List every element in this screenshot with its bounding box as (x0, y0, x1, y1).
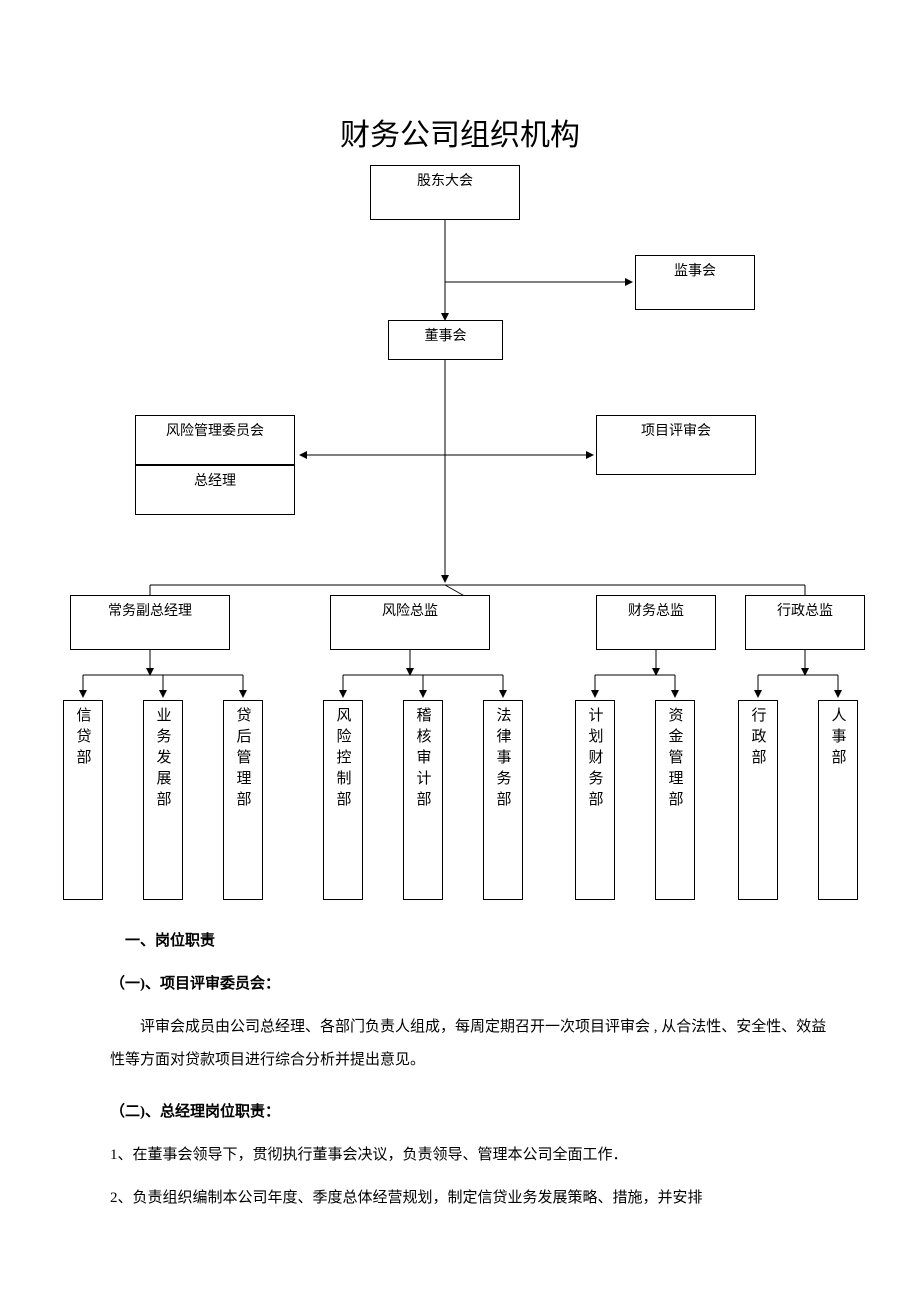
paragraph-s2-2: 2、负责组织编制本公司年度、季度总体经营规划，制定信贷业务发展策略、措施，并安排 (110, 1190, 703, 1206)
document-title: 财务公司组织机构 (0, 110, 920, 154)
node-deputy-gm: 常务副总经理 (70, 595, 230, 650)
dept-postloan: 贷后管理部 (223, 700, 263, 900)
node-finance-director: 财务总监 (596, 595, 716, 650)
dept-audit: 稽核审计部 (403, 700, 443, 900)
node-admin-director: 行政总监 (745, 595, 865, 650)
heading-section-1: （一)、项目评审委员会： (110, 968, 830, 1001)
heading-duties: 一、岗位职责 (125, 925, 830, 958)
dept-credit: 信贷部 (63, 700, 103, 900)
node-shareholders: 股东大会 (370, 165, 520, 220)
dept-planning-finance: 计划财务部 (575, 700, 615, 900)
node-risk-committee: 风险管理委员会 (135, 415, 295, 465)
node-general-manager: 总经理 (135, 465, 295, 515)
heading-section-2: （二)、总经理岗位职责： (110, 1096, 830, 1129)
node-supervisors: 监事会 (635, 255, 755, 310)
dept-admin: 行政部 (738, 700, 778, 900)
org-chart: 股东大会 监事会 董事会 风险管理委员会 项目评审会 总经理 常务副总经理 风险… (70, 165, 860, 905)
node-risk-director: 风险总监 (330, 595, 490, 650)
node-project-review: 项目评审会 (596, 415, 756, 475)
node-board: 董事会 (388, 320, 503, 360)
dept-hr: 人事部 (818, 700, 858, 900)
dept-funds: 资金管理部 (655, 700, 695, 900)
dept-legal: 法律事务部 (483, 700, 523, 900)
paragraph-s2-1: 1、在董事会领导下，贯彻执行董事会决议，负责领导、管理本公司全面工作． (110, 1147, 628, 1163)
dept-bizdev: 业务发展部 (143, 700, 183, 900)
dept-risk-control: 风险控制部 (323, 700, 363, 900)
paragraph-section-1: 评审会成员由公司总经理、各部门负责人组成，每周定期召开一次项目评审会 , 从合法… (110, 1019, 826, 1068)
